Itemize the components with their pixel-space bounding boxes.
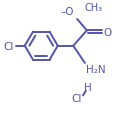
Text: CH₃: CH₃ [85, 3, 103, 13]
Text: –O: –O [61, 7, 74, 17]
Text: H₂N: H₂N [86, 64, 105, 74]
Text: Cl: Cl [72, 93, 82, 103]
Text: O: O [103, 27, 112, 37]
Text: H: H [84, 82, 92, 92]
Text: Cl: Cl [4, 41, 14, 51]
